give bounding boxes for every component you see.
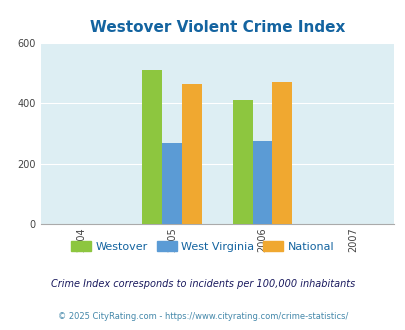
Bar	[142, 70, 162, 224]
Legend: Westover, West Virginia, National: Westover, West Virginia, National	[67, 237, 338, 256]
Bar	[162, 143, 181, 224]
Text: © 2025 CityRating.com - https://www.cityrating.com/crime-statistics/: © 2025 CityRating.com - https://www.city…	[58, 312, 347, 321]
Title: Westover Violent Crime Index: Westover Violent Crime Index	[89, 20, 344, 35]
Bar	[232, 100, 252, 224]
Text: Crime Index corresponds to incidents per 100,000 inhabitants: Crime Index corresponds to incidents per…	[51, 279, 354, 289]
Bar	[272, 82, 292, 224]
Bar	[181, 84, 201, 224]
Bar	[252, 141, 272, 224]
